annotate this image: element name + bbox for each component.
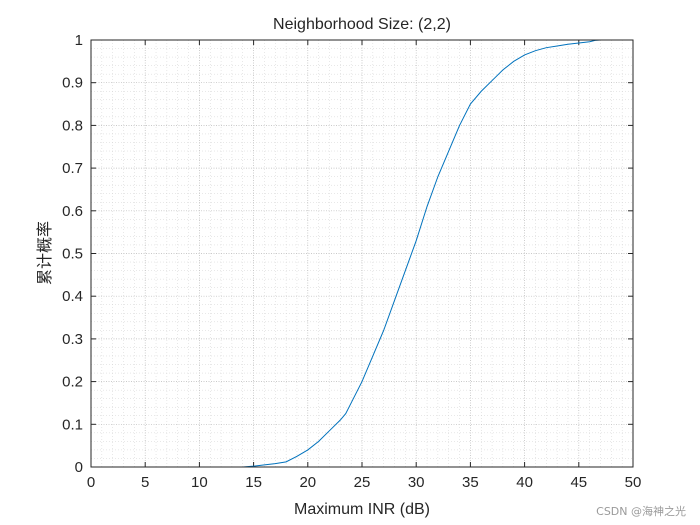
cdf-series-line <box>221 39 633 468</box>
x-tick-label: 35 <box>462 474 479 491</box>
x-tick-label: 50 <box>625 474 642 491</box>
y-tick-label: 0.3 <box>62 331 83 348</box>
y-tick-label: 0.1 <box>62 416 83 433</box>
y-tick-label: 0.2 <box>62 374 83 391</box>
x-tick-label: 25 <box>354 474 371 491</box>
x-tick-label: 15 <box>245 474 262 491</box>
y-tick-label: 0.5 <box>62 246 83 263</box>
y-tick-label: 0.9 <box>62 75 83 92</box>
axis-ticks <box>90 39 634 468</box>
y-axis-label: 累计概率 <box>36 221 54 285</box>
y-tick-label: 1 <box>75 32 83 49</box>
x-tick-label: 10 <box>191 474 208 491</box>
y-tick-label: 0.6 <box>62 203 83 220</box>
tick-labels: 0 5 10 15 20 25 30 35 40 45 50 0 0.1 0.2 0.3 0.4 0.5 0.6 0… <box>62 32 641 491</box>
watermark: CSDN @海神之光 <box>596 505 686 518</box>
plot-frame <box>90 39 634 468</box>
y-tick-label: 0.8 <box>62 117 83 134</box>
chart-title: Neighborhood Size: (2,2) <box>273 16 451 33</box>
y-tick-label: 0.4 <box>62 288 83 305</box>
x-tick-label: 20 <box>299 474 316 491</box>
x-tick-label: 45 <box>570 474 587 491</box>
y-tick-label: 0.7 <box>62 160 83 177</box>
x-tick-label: 5 <box>141 474 149 491</box>
x-axis-label: Maximum INR (dB) <box>294 501 430 518</box>
x-tick-label: 30 <box>408 474 425 491</box>
y-tick-label: 0 <box>75 459 83 476</box>
x-tick-label: 0 <box>87 474 95 491</box>
x-tick-label: 40 <box>516 474 533 491</box>
